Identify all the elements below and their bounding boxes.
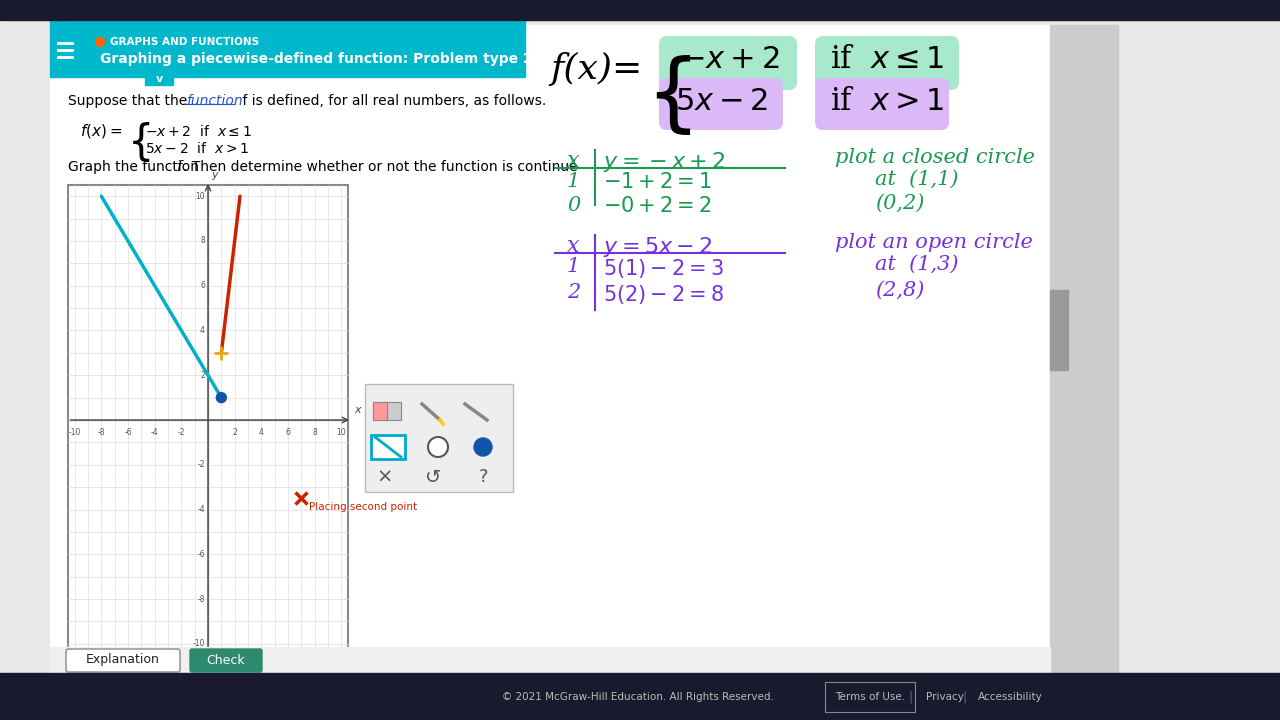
Text: Suppose that the: Suppose that the <box>68 94 192 108</box>
Text: -6: -6 <box>124 428 132 437</box>
Circle shape <box>216 392 227 402</box>
Text: -10: -10 <box>68 428 81 437</box>
Text: plot an open circle: plot an open circle <box>835 233 1033 252</box>
Text: ×: × <box>376 467 393 487</box>
Text: y: y <box>211 170 218 180</box>
Text: $5x-2$  if  $x>1$: $5x-2$ if $x>1$ <box>145 141 250 156</box>
Text: ↺: ↺ <box>425 467 442 487</box>
Text: 0: 0 <box>567 196 580 215</box>
Text: plot a closed circle: plot a closed circle <box>835 148 1036 167</box>
Text: -4: -4 <box>151 428 159 437</box>
Text: x: x <box>567 150 580 172</box>
Text: © 2021 McGraw-Hill Education. All Rights Reserved.: © 2021 McGraw-Hill Education. All Rights… <box>502 692 774 702</box>
Text: -6: -6 <box>197 550 205 559</box>
Text: 6: 6 <box>285 428 291 437</box>
Bar <box>1050 25 1068 675</box>
Text: -4: -4 <box>197 505 205 514</box>
Text: if  $x\leq 1$: if $x\leq 1$ <box>829 45 945 76</box>
Text: 1: 1 <box>567 172 580 191</box>
Text: -10: -10 <box>192 639 205 648</box>
Text: Check: Check <box>206 654 246 667</box>
Text: Placing second point: Placing second point <box>310 503 417 513</box>
Text: 8: 8 <box>312 428 317 437</box>
Text: $-0+2 = 2$: $-0+2 = 2$ <box>603 196 712 216</box>
Text: f(x)=: f(x)= <box>550 52 643 86</box>
Text: $y = -x+2$: $y = -x+2$ <box>603 150 726 174</box>
Text: {: { <box>128 122 155 164</box>
Text: Accessibility: Accessibility <box>978 692 1042 702</box>
Text: 8: 8 <box>200 236 205 246</box>
Text: Graph the function: Graph the function <box>68 160 204 174</box>
Text: 2: 2 <box>567 283 580 302</box>
Circle shape <box>96 37 105 47</box>
Bar <box>365 384 513 492</box>
Text: . Then determine whether or not the function is continué: . Then determine whether or not the func… <box>183 160 577 174</box>
Text: Terms of Use.: Terms of Use. <box>835 692 905 702</box>
Text: Privacy: Privacy <box>925 692 964 702</box>
Bar <box>1050 290 1068 370</box>
FancyBboxPatch shape <box>659 78 783 130</box>
FancyBboxPatch shape <box>659 36 797 90</box>
Text: 4: 4 <box>200 326 205 335</box>
Circle shape <box>428 437 448 457</box>
Bar <box>0 0 1280 20</box>
Bar <box>0 673 1280 720</box>
Text: x: x <box>355 405 361 415</box>
Bar <box>372 402 387 420</box>
Text: $5x-2$: $5x-2$ <box>675 86 768 117</box>
Text: $5(1)-2 = 3$: $5(1)-2 = 3$ <box>603 257 724 280</box>
Text: f: f <box>177 160 180 174</box>
Bar <box>372 402 401 420</box>
Text: $-x+2$: $-x+2$ <box>680 45 780 76</box>
Bar <box>145 72 173 85</box>
Text: 4: 4 <box>259 428 264 437</box>
FancyBboxPatch shape <box>67 649 180 672</box>
Text: Graphing a piecewise-defined function: Problem type 2: Graphing a piecewise-defined function: P… <box>100 52 532 66</box>
Text: -2: -2 <box>197 460 205 469</box>
Text: if  $x>1$: if $x>1$ <box>829 86 945 117</box>
Text: 6: 6 <box>200 282 205 290</box>
Circle shape <box>474 438 492 456</box>
Text: 2: 2 <box>232 428 237 437</box>
Text: at  (1,3): at (1,3) <box>876 255 959 274</box>
Text: x: x <box>567 235 580 257</box>
Text: $-x+2$  if  $x\leq 1$: $-x+2$ if $x\leq 1$ <box>145 124 252 139</box>
Text: v: v <box>155 74 163 84</box>
Bar <box>68 185 348 655</box>
Text: 10: 10 <box>337 428 346 437</box>
Text: $-1+2 = 1$: $-1+2 = 1$ <box>603 172 712 192</box>
Text: GRAPHS AND FUNCTIONS: GRAPHS AND FUNCTIONS <box>110 37 259 47</box>
Text: $y = 5x-2$: $y = 5x-2$ <box>603 235 713 259</box>
FancyBboxPatch shape <box>815 78 948 130</box>
Text: |: | <box>908 690 913 703</box>
Text: -8: -8 <box>197 595 205 603</box>
Text: (2,8): (2,8) <box>876 281 924 300</box>
Text: {: { <box>645 55 700 138</box>
Bar <box>50 15 525 77</box>
Text: $5(2)-2 = 8$: $5(2)-2 = 8$ <box>603 283 724 306</box>
Text: Explanation: Explanation <box>86 654 160 667</box>
Text: (0,2): (0,2) <box>876 194 924 213</box>
FancyBboxPatch shape <box>815 36 959 90</box>
Text: 1: 1 <box>567 257 580 276</box>
Bar <box>371 435 404 459</box>
Text: function: function <box>186 94 243 108</box>
Text: 10: 10 <box>196 192 205 201</box>
FancyBboxPatch shape <box>189 649 262 672</box>
Bar <box>50 25 1050 675</box>
Text: 2: 2 <box>200 371 205 379</box>
Bar <box>1068 25 1117 675</box>
Text: at  (1,1): at (1,1) <box>876 170 959 189</box>
Text: ?: ? <box>479 468 488 486</box>
Text: |: | <box>963 690 968 703</box>
Bar <box>50 647 1050 675</box>
Text: f is defined, for all real numbers, as follows.: f is defined, for all real numbers, as f… <box>238 94 547 108</box>
Text: -8: -8 <box>97 428 105 437</box>
Text: $f(x) =$: $f(x) =$ <box>79 122 123 140</box>
Text: -2: -2 <box>178 428 186 437</box>
